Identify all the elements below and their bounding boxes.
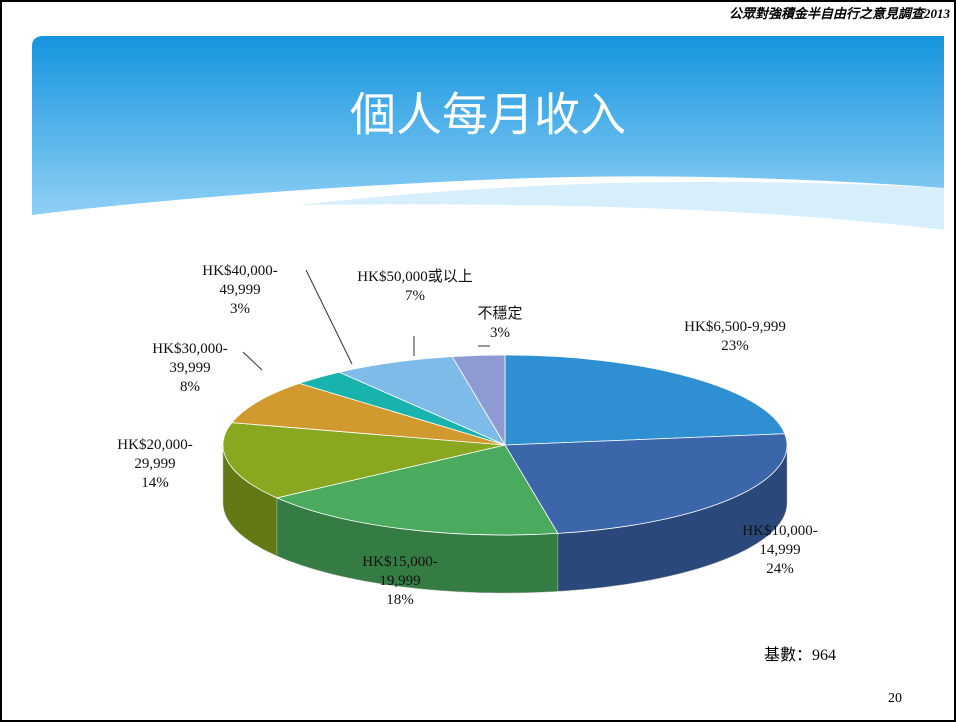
value-label: 14% (141, 475, 169, 491)
slice-label: HK$6,500-9,999 23% (640, 318, 830, 356)
slice-label: HK$40,000-49,999 3% (185, 262, 295, 319)
pie-slice (231, 382, 506, 446)
pie-slice (504, 433, 788, 534)
page-number: 20 (888, 691, 902, 706)
base-note: 基數：964 (764, 646, 836, 664)
category-label: 不穩定 (477, 306, 523, 322)
value-label: 18% (386, 592, 414, 608)
pie-slice (451, 354, 506, 447)
pie-slice (337, 356, 506, 446)
slice-label: HK$20,000-29,999 14% (105, 436, 205, 493)
header-wave (300, 181, 944, 230)
pie-slice (275, 444, 559, 536)
slice-label: HK$15,000-19,999 18% (345, 553, 455, 610)
slice-label: HK$50,000或以上 7% (335, 268, 495, 306)
category-label: HK$20,000-29,999 (117, 437, 193, 472)
slice-label: HK$30,000-39,999 8% (135, 340, 245, 397)
slice-label: 不穩定 3% (465, 305, 535, 343)
header-note: 公眾對強積金半自由行之意見調查2013 (729, 6, 951, 21)
leader-line (305, 269, 353, 365)
value-label: 3% (490, 325, 510, 341)
category-label: HK$10,000-14,999 (742, 523, 818, 558)
category-label: HK$40,000-49,999 (202, 263, 278, 298)
category-label: HK$30,000-39,999 (152, 341, 228, 376)
category-label: HK$15,000-19,999 (362, 554, 438, 589)
value-label: 8% (180, 379, 200, 395)
pie-slice (504, 354, 786, 446)
value-label: 7% (405, 288, 425, 304)
header-band (32, 36, 944, 215)
leader-line (242, 351, 263, 371)
value-label: 24% (766, 561, 794, 577)
value-label: 3% (230, 301, 250, 317)
value-label: 23% (721, 338, 749, 354)
category-label: HK$50,000或以上 (357, 269, 473, 285)
pie-slice (222, 422, 506, 499)
category-label: HK$6,500-9,999 (684, 319, 786, 335)
slice-label: HK$10,000-14,999 24% (730, 522, 830, 579)
chart-title: 個人每月收入 (350, 90, 626, 141)
